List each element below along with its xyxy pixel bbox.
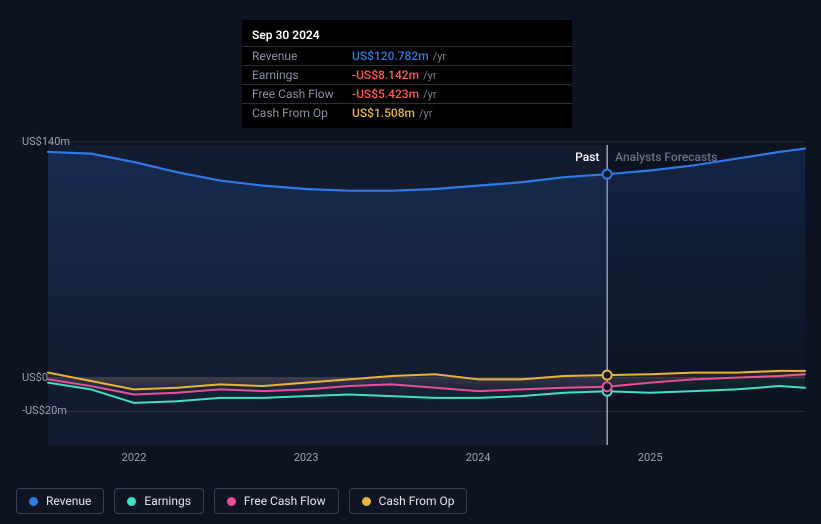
x-axis-label: 2024 bbox=[466, 451, 491, 464]
legend-dot-icon bbox=[227, 497, 236, 506]
legend-label: Earnings bbox=[144, 494, 191, 508]
tooltip-row-unit: /yr bbox=[433, 50, 446, 63]
legend-dot-icon bbox=[362, 497, 371, 506]
tooltip-row-unit: /yr bbox=[423, 88, 436, 101]
legend-dot-icon bbox=[29, 497, 38, 506]
tooltip-row-label: Earnings bbox=[252, 68, 352, 82]
legend-item-fcf[interactable]: Free Cash Flow bbox=[214, 488, 339, 514]
chart-legend: Revenue Earnings Free Cash Flow Cash From O… bbox=[16, 488, 467, 514]
tooltip-row-unit: /yr bbox=[423, 69, 436, 82]
financial-chart: Sep 30 2024 RevenueUS$120.782m/yrEarning… bbox=[0, 0, 821, 524]
y-axis-label: -US$20m bbox=[22, 404, 67, 417]
legend-label: Free Cash Flow bbox=[244, 494, 326, 508]
chart-tooltip: Sep 30 2024 RevenueUS$120.782m/yrEarning… bbox=[242, 20, 572, 128]
legend-label: Cash From Op bbox=[379, 494, 455, 508]
section-forecast-label: Analysts Forecasts bbox=[615, 150, 717, 164]
tooltip-row-value: -US$8.142m bbox=[352, 68, 419, 82]
y-axis-label: US$140m bbox=[22, 135, 70, 148]
tooltip-row-value: US$1.508m bbox=[352, 106, 415, 120]
section-past-label: Past bbox=[575, 150, 599, 164]
tooltip-title: Sep 30 2024 bbox=[242, 26, 572, 46]
tooltip-row: Cash From OpUS$1.508m/yr bbox=[242, 103, 572, 122]
legend-item-cfo[interactable]: Cash From Op bbox=[349, 488, 468, 514]
tooltip-row: RevenueUS$120.782m/yr bbox=[242, 46, 572, 65]
legend-dot-icon bbox=[127, 497, 136, 506]
tooltip-row-label: Free Cash Flow bbox=[252, 87, 352, 101]
x-axis-label: 2023 bbox=[294, 451, 319, 464]
tooltip-row-label: Revenue bbox=[252, 49, 352, 63]
tooltip-row-label: Cash From Op bbox=[252, 106, 352, 120]
x-axis-label: 2025 bbox=[638, 451, 663, 464]
x-axis-label: 2022 bbox=[122, 451, 147, 464]
tooltip-row-value: US$120.782m bbox=[352, 49, 429, 63]
tooltip-row: Earnings-US$8.142m/yr bbox=[242, 65, 572, 84]
y-axis-label: US$0 bbox=[22, 371, 48, 384]
legend-item-earnings[interactable]: Earnings bbox=[114, 488, 204, 514]
tooltip-row-value: -US$5.423m bbox=[352, 87, 419, 101]
tooltip-row-unit: /yr bbox=[419, 107, 432, 120]
legend-label: Revenue bbox=[46, 494, 91, 508]
legend-item-revenue[interactable]: Revenue bbox=[16, 488, 104, 514]
tooltip-row: Free Cash Flow-US$5.423m/yr bbox=[242, 84, 572, 103]
